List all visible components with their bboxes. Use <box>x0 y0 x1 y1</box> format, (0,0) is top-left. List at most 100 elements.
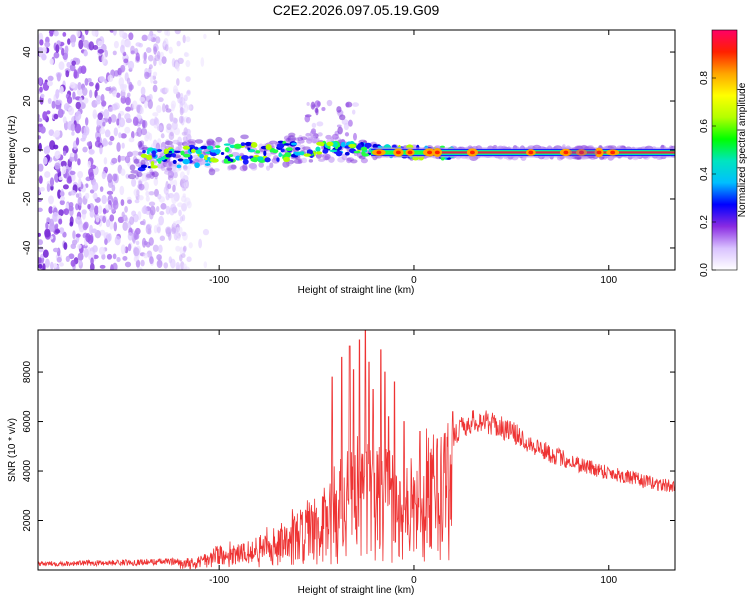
spectrogram-core-blob <box>163 148 169 155</box>
spectrogram-core-blob <box>233 143 242 149</box>
spectrogram-noise-blob <box>164 44 169 52</box>
spectrogram-core-blob <box>176 164 182 169</box>
spectrogram-ridge-halo <box>129 164 136 171</box>
spectrogram-ridge-halo <box>131 150 140 156</box>
spectrogram-ridge-halo <box>165 140 173 146</box>
spectrogram-noise-blob <box>74 123 82 134</box>
spectrogram-noise-blob <box>60 191 65 197</box>
spectrogram-noise-blob <box>150 74 154 84</box>
spectrogram-noise-blob <box>38 47 44 52</box>
snr-series-line <box>38 330 675 570</box>
spectrogram-ridge-halo <box>132 170 142 174</box>
spectrogram-noise-blob <box>179 106 184 116</box>
spectrogram-noise-blob <box>71 173 76 182</box>
spectrogram-noise-blob <box>141 206 148 215</box>
spectrogram-core-blob <box>228 154 234 157</box>
spectrogram-noise-blob <box>79 97 83 105</box>
spectrogram-ridge-halo <box>140 159 146 166</box>
spectrogram-noise-blob <box>99 144 103 155</box>
spectrogram-noise-blob <box>176 40 181 47</box>
spectrogram-noise-blob <box>181 231 187 237</box>
spectrogram-core-blob <box>392 144 397 149</box>
spectrogram-noise-blob <box>42 156 48 165</box>
spectrogram-ridge-halo <box>358 155 366 160</box>
spectrogram-noise-blob <box>83 50 89 57</box>
spectrogram-noise-blob <box>92 254 99 259</box>
spectrogram-noise-blob <box>104 129 111 138</box>
spectrogram-noise-blob <box>83 247 89 258</box>
spectrogram-noise-blob <box>159 210 165 216</box>
spectrogram-noise-blob <box>92 181 99 192</box>
spectrogram-noise-blob <box>44 258 50 269</box>
spectrogram-noise-blob <box>92 193 98 200</box>
spectrogram-noise-blob <box>52 247 59 253</box>
spectrogram-noise-blob <box>109 135 115 142</box>
spectrogram-ridge-halo <box>127 173 136 180</box>
spectrogram-noise-blob <box>92 245 98 253</box>
spectrogram-noise-blob <box>164 87 169 93</box>
spectrogram-noise-blob <box>119 185 125 196</box>
spectrogram-noise-blob <box>70 243 77 250</box>
spectrogram-wisp <box>314 100 321 108</box>
spectrogram-noise-blob <box>155 36 161 44</box>
spectrogram-core-blob <box>353 150 361 154</box>
snr-y-ticks: 2000 4000 6000 8000 <box>22 361 675 532</box>
spectrogram-core-blob <box>194 162 200 169</box>
spectrogram-wisp <box>351 109 356 115</box>
spectrogram-noise-blob <box>59 199 65 206</box>
spectrogram-noise-blob <box>183 51 189 57</box>
x-tick-label: 0 <box>411 275 417 286</box>
spectrogram-noise-blob <box>169 178 174 186</box>
spectrogram-noise-blob <box>160 133 165 139</box>
spectrogram-noise-blob <box>103 157 108 165</box>
spectrogram-noise-blob <box>159 51 164 59</box>
spectrogram-wisp <box>341 119 349 125</box>
spectrogram-noise-blob <box>135 52 140 62</box>
spectrogram-knot-core <box>528 150 534 155</box>
spectrogram-noise-blob <box>89 210 95 218</box>
y-tick-label: 2000 <box>22 509 33 532</box>
spectrogram-noise-blob <box>182 245 187 252</box>
spectrogram-noise-blob <box>117 155 122 163</box>
spectrogram-noise-blob <box>175 219 182 225</box>
spectrogram-noise-blob <box>94 205 99 215</box>
spectrogram-wisp <box>344 132 350 137</box>
spectrogram-core-blob <box>283 156 290 162</box>
spectrogram-ridge-halo <box>166 167 173 171</box>
spectrogram-noise-blob <box>138 183 145 191</box>
spectrogram-ridge-halo <box>250 165 258 171</box>
x-tick-label: -100 <box>209 275 229 286</box>
spectrogram-noise-blob <box>38 207 43 213</box>
spectrogram-noise-blob <box>109 220 114 230</box>
spectrogram-noise-blob <box>136 127 143 137</box>
spectrogram-core-blob <box>205 160 209 163</box>
spectrogram-noise-blob <box>48 129 55 136</box>
spectrogram-core-blob <box>284 152 292 158</box>
spectrogram-noise-blob <box>181 214 186 222</box>
spectrogram-noise-blob <box>85 233 91 243</box>
colorbar-tick-label: 0.0 <box>699 263 710 277</box>
spectrogram-noise-blob <box>102 215 107 224</box>
spectrogram-core-blob <box>361 153 370 157</box>
spectrogram-noise-blob <box>133 247 140 257</box>
spectrogram-knot-core <box>427 150 433 155</box>
spectrogram-noise-blob <box>40 126 46 134</box>
spectrogram-noise-blob <box>128 32 134 41</box>
spectrogram-noise-blob <box>182 34 186 44</box>
spectrogram-noise-blob <box>38 257 42 264</box>
spectrogram-noise-blob <box>172 184 176 193</box>
spectrogram-noise-blob <box>76 30 81 38</box>
spectrogram-ridge-halo <box>240 134 249 140</box>
spectrogram-noise-blob <box>82 222 88 231</box>
spectrogram-noise-blob <box>44 228 51 238</box>
spectrogram-noise-blob <box>203 261 208 269</box>
spectrogram-noise-blob <box>148 191 155 196</box>
spectrogram-core-blob <box>349 141 355 145</box>
spectrogram-noise-blob <box>75 101 81 110</box>
spectrogram-noise-blob <box>185 76 191 82</box>
spectrogram-noise-blob <box>67 38 71 45</box>
spectrogram-noise-blob <box>168 131 175 141</box>
spectrogram-noise-blob <box>77 81 82 91</box>
spectrogram-ridge-halo <box>194 139 204 144</box>
spectrogram-noise-blob <box>129 216 135 225</box>
